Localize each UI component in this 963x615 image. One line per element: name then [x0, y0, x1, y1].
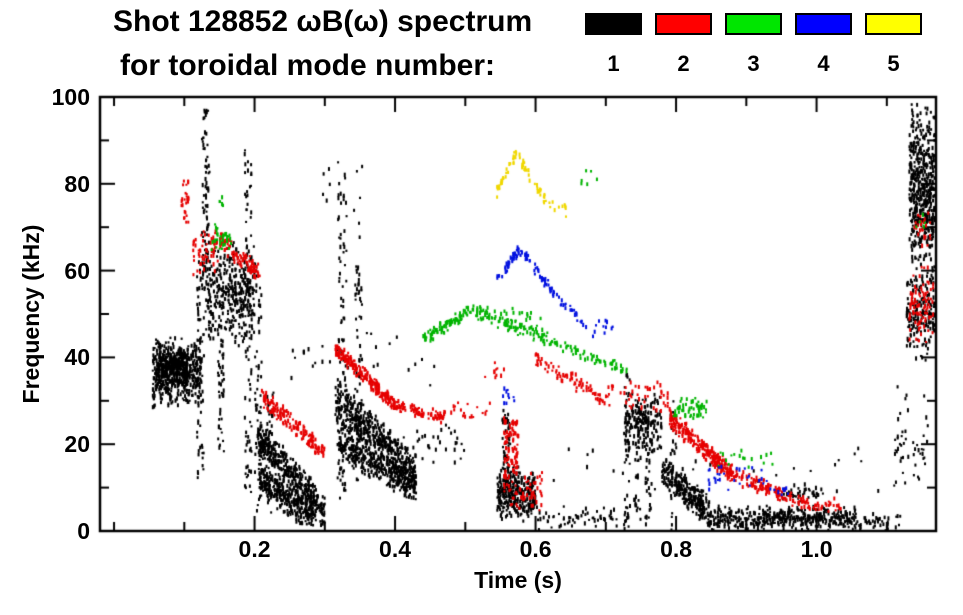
y-tick-label: 80	[64, 170, 90, 197]
legend-label-mode-5: 5	[887, 51, 900, 76]
legend-swatch-mode-3	[725, 13, 782, 35]
legend-label-mode-1: 1	[607, 51, 620, 76]
legend-label-mode-4: 4	[817, 51, 830, 76]
x-tick-label: 0.4	[379, 536, 412, 562]
legend-swatch-mode-5	[865, 13, 922, 35]
chart-subtitle: for toroidal mode number:	[120, 49, 495, 82]
legend-swatch-mode-2	[655, 13, 712, 35]
y-tick-label: 40	[64, 344, 90, 371]
y-tick-label: 20	[64, 431, 90, 458]
legend-swatch-mode-4	[795, 13, 852, 35]
x-tick-label: 0.2	[238, 536, 271, 562]
x-tick-label: 0.6	[519, 536, 552, 562]
legend-label-mode-2: 2	[677, 51, 690, 76]
x-tick-label: 1.0	[800, 536, 833, 562]
chart-title: Shot 128852 ωB(ω) spectrum	[113, 5, 533, 38]
y-tick-label: 60	[64, 257, 90, 284]
y-tick-label: 0	[77, 518, 90, 544]
x-tick-label: 0.8	[660, 536, 693, 562]
y-tick-label: 100	[51, 84, 90, 110]
y-axis-title: Frequency (kHz)	[18, 224, 44, 404]
x-axis-title: Time (s)	[474, 567, 562, 593]
legend-label-mode-3: 3	[747, 51, 760, 76]
legend-swatch-mode-1	[585, 13, 642, 35]
